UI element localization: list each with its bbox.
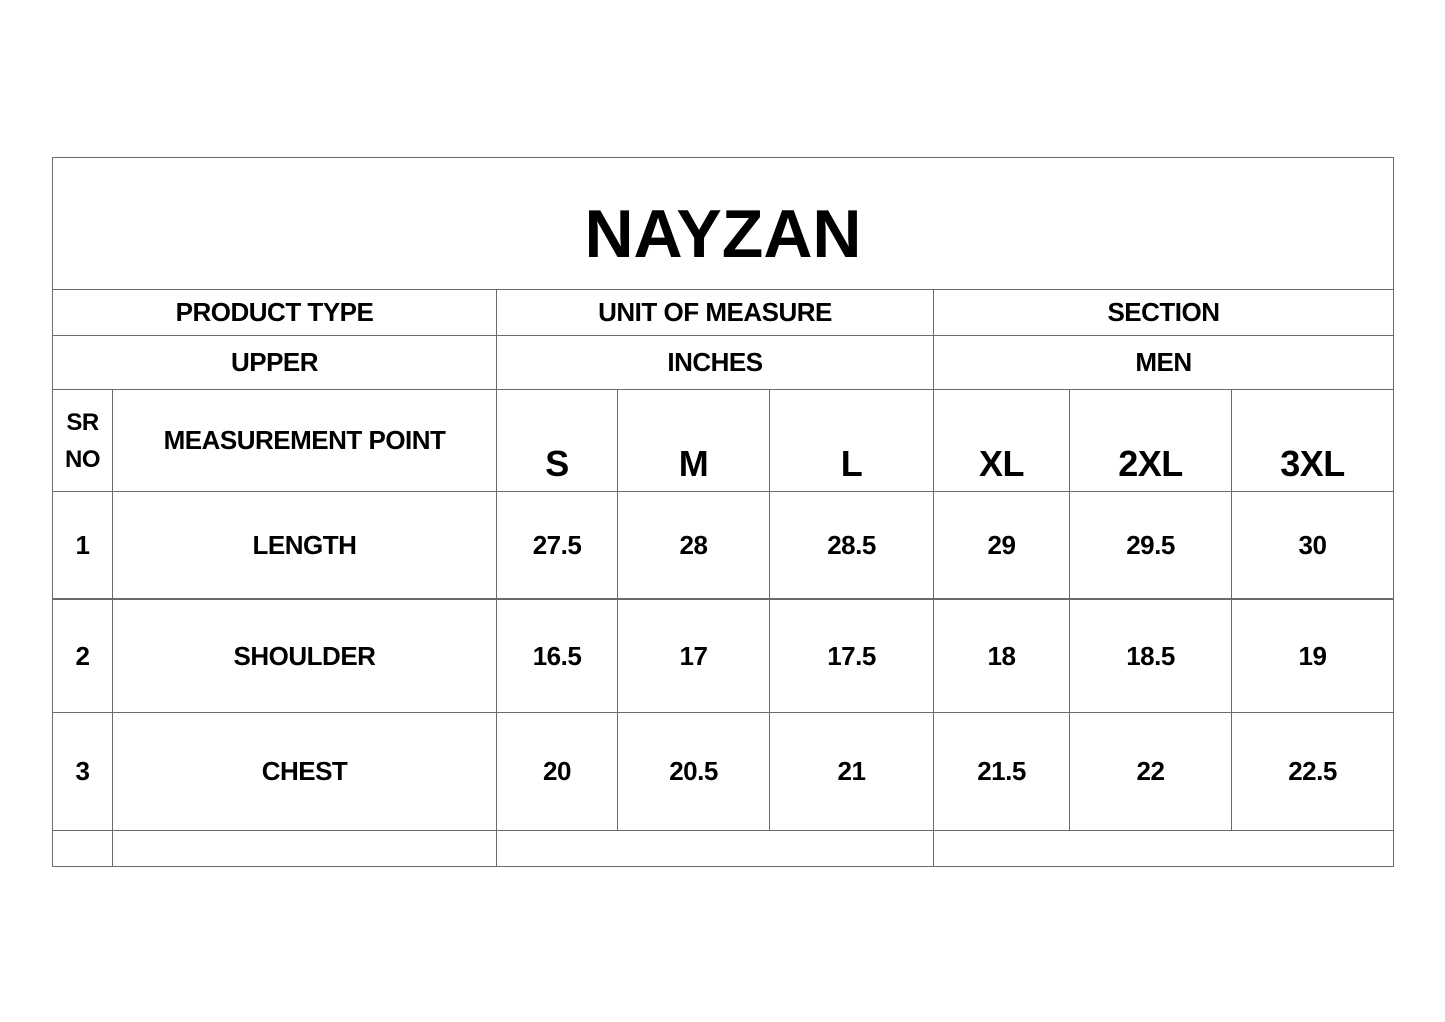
brand-title: NAYZAN	[52, 157, 1394, 290]
unit-of-measure-header: UNIT OF MEASURE	[496, 289, 934, 336]
measurement-value-cell: 18	[933, 599, 1070, 713]
section-header: SECTION	[933, 289, 1394, 336]
sr-no-header: SR NO	[52, 389, 113, 492]
measurement-value-cell: 17	[617, 599, 770, 713]
sr-no-line2: NO	[65, 445, 101, 473]
empty-cell	[52, 830, 113, 867]
unit-of-measure-value: INCHES	[496, 335, 934, 390]
product-type-header: PRODUCT TYPE	[52, 289, 497, 336]
size-header-l: L	[769, 389, 934, 492]
empty-cell	[496, 830, 934, 867]
measurement-value-cell: 21	[769, 712, 934, 831]
measurement-point-header: MEASUREMENT POINT	[112, 389, 497, 492]
measurement-point-cell: CHEST	[112, 712, 497, 831]
sr-no-cell: 1	[52, 491, 113, 599]
measurement-value-cell: 29	[933, 491, 1070, 599]
sr-no-line1: SR	[66, 408, 99, 436]
section-value: MEN	[933, 335, 1394, 390]
size-header-2xl: 2XL	[1069, 389, 1232, 492]
measurement-value-cell: 16.5	[496, 599, 618, 713]
measurement-value-cell: 18.5	[1069, 599, 1232, 713]
size-header-m: M	[617, 389, 770, 492]
measurement-value-cell: 29.5	[1069, 491, 1232, 599]
size-header-3xl: 3XL	[1231, 389, 1394, 492]
measurement-value-cell: 28.5	[769, 491, 934, 599]
measurement-value-cell: 20	[496, 712, 618, 831]
measurement-value-cell: 22	[1069, 712, 1232, 831]
measurement-value-cell: 27.5	[496, 491, 618, 599]
measurement-value-cell: 22.5	[1231, 712, 1394, 831]
sr-no-cell: 2	[52, 599, 113, 713]
measurement-value-cell: 19	[1231, 599, 1394, 713]
product-type-value: UPPER	[52, 335, 497, 390]
measurement-point-cell: SHOULDER	[112, 599, 497, 713]
measurement-point-cell: LENGTH	[112, 491, 497, 599]
sr-no-cell: 3	[52, 712, 113, 831]
size-header-xl: XL	[933, 389, 1070, 492]
measurement-value-cell: 28	[617, 491, 770, 599]
measurement-value-cell: 17.5	[769, 599, 934, 713]
empty-cell	[933, 830, 1394, 867]
measurement-value-cell: 30	[1231, 491, 1394, 599]
measurement-value-cell: 20.5	[617, 712, 770, 831]
empty-cell	[112, 830, 497, 867]
measurement-value-cell: 21.5	[933, 712, 1070, 831]
size-header-s: S	[496, 389, 618, 492]
